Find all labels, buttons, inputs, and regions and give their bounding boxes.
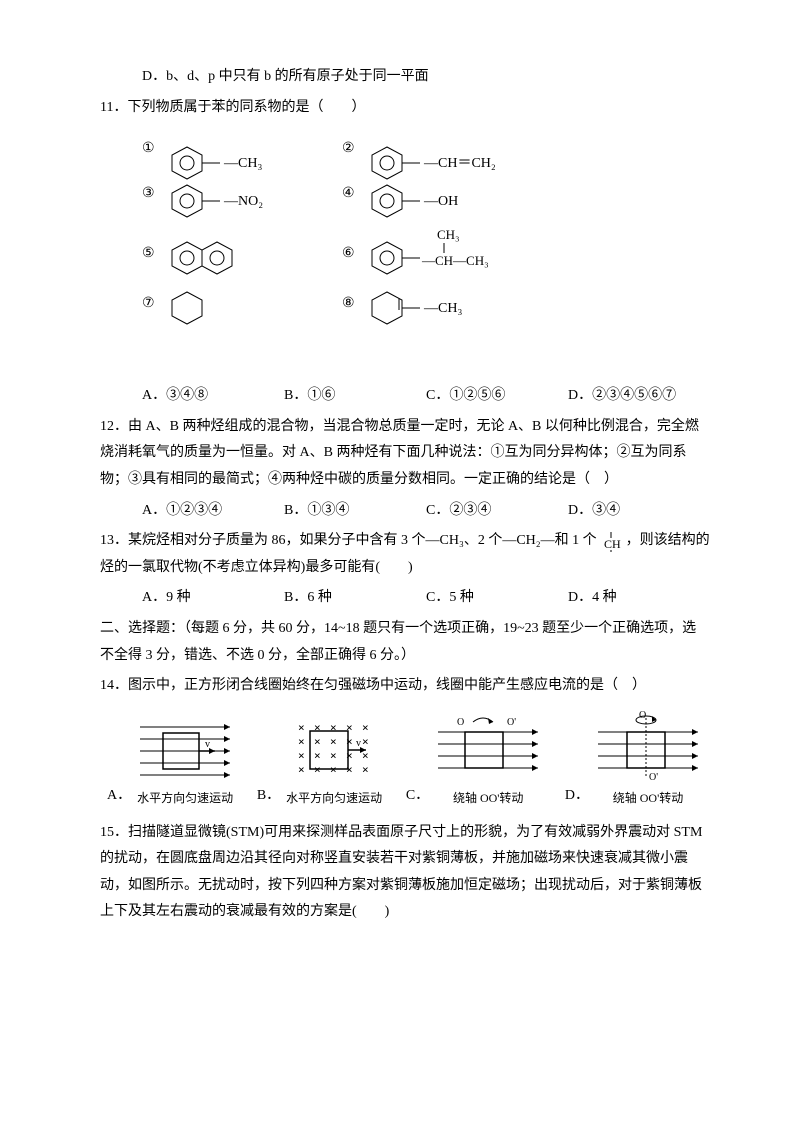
q14-label-b: B． bbox=[257, 783, 280, 810]
q11-sub1: —CH₃ bbox=[223, 156, 262, 171]
svg-text:×: × bbox=[346, 735, 353, 748]
svg-text:O: O bbox=[457, 717, 464, 728]
svg-text:O': O' bbox=[507, 717, 516, 728]
q14-label-d: D． bbox=[565, 783, 589, 810]
q11-structures: ① —CH₃ ② —CH＝CH₂ ③ —NO₂ bbox=[142, 127, 710, 377]
svg-text:×: × bbox=[314, 721, 321, 734]
svg-text:④: ④ bbox=[342, 186, 355, 201]
svg-text:×: × bbox=[298, 721, 305, 734]
q14-stem: 14．图示中，正方形闭合线圈始终在匀强磁场中运动，线圈中能产生感应电流的是（ ） bbox=[100, 673, 710, 700]
q14-fig-c: O O' 绕轴 OO'转动 bbox=[433, 710, 543, 810]
q11-sub6-top: CH₃ bbox=[437, 227, 460, 242]
q12-stem: 12．由 A、B 两种烃组成的混合物，当混合物总质量一定时，无论 A、B 以何种… bbox=[100, 414, 710, 494]
svg-text:×: × bbox=[298, 763, 305, 776]
q14-fig-a: v 水平方向匀速运动 bbox=[135, 715, 235, 810]
q14-caption-b: 水平方向匀速运动 bbox=[286, 787, 382, 810]
svg-text:v: v bbox=[205, 739, 210, 750]
q11-opt-b: B．①⑥ bbox=[284, 383, 426, 410]
q11-sub2: —CH＝CH₂ bbox=[423, 156, 496, 171]
svg-text:⑤: ⑤ bbox=[142, 246, 155, 261]
ch-fragment-icon: CH bbox=[600, 530, 622, 552]
svg-text:×: × bbox=[314, 749, 321, 762]
svg-text:⑦: ⑦ bbox=[142, 296, 155, 311]
q11-opt-c: C．①②⑤⑥ bbox=[426, 383, 568, 410]
q13-opt-b: B．6 种 bbox=[284, 585, 426, 612]
q11-sub6-side: —CH—CH₃ bbox=[421, 253, 489, 268]
q12-opt-c: C．②③④ bbox=[426, 498, 568, 525]
q14-figures: A． v 水平方向匀速运动 B． bbox=[100, 710, 710, 810]
q13-stem-a: 13．某烷烃相对分子质量为 86，如果分子中含有 3 个—CH₃、2 个—CH₂… bbox=[100, 533, 597, 548]
q12-opt-b: B．①③④ bbox=[284, 498, 426, 525]
q14-caption-a: 水平方向匀速运动 bbox=[137, 787, 233, 810]
section2-heading: 二、选择题：（每题 6 分，共 60 分，14~18 题只有一个选项正确，19~… bbox=[100, 616, 710, 669]
q11-sub8: —CH₃ bbox=[423, 301, 462, 316]
q11-options: A．③④⑧ B．①⑥ C．①②⑤⑥ D．②③④⑤⑥⑦ bbox=[100, 383, 710, 410]
q11-sub3: —NO₂ bbox=[223, 194, 263, 209]
svg-text:③: ③ bbox=[142, 186, 155, 201]
svg-text:×: × bbox=[298, 749, 305, 762]
q14-fig-d: O O' 绕轴 OO'转动 bbox=[593, 710, 703, 810]
q12-opt-a: A．①②③④ bbox=[142, 498, 284, 525]
svg-text:O': O' bbox=[649, 772, 658, 783]
svg-text:×: × bbox=[346, 749, 353, 762]
q13-stem: 13．某烷烃相对分子质量为 86，如果分子中含有 3 个—CH₃、2 个—CH₂… bbox=[100, 528, 710, 581]
svg-text:×: × bbox=[330, 721, 337, 734]
svg-text:②: ② bbox=[342, 141, 355, 156]
svg-text:×: × bbox=[330, 735, 337, 748]
svg-text:v: v bbox=[356, 738, 361, 749]
q11-opt-a: A．③④⑧ bbox=[142, 383, 284, 410]
svg-text:①: ① bbox=[142, 141, 155, 156]
q10-option-d: D．b、d、p 中只有 b 的所有原子处于同一平面 bbox=[100, 64, 710, 91]
q13-opt-a: A．9 种 bbox=[142, 585, 284, 612]
svg-text:×: × bbox=[330, 749, 337, 762]
q11-sub4: —OH bbox=[423, 194, 458, 209]
svg-text:×: × bbox=[314, 735, 321, 748]
q12-opt-d: D．③④ bbox=[568, 498, 710, 525]
svg-text:⑧: ⑧ bbox=[342, 296, 355, 311]
svg-text:CH: CH bbox=[604, 537, 621, 551]
svg-text:×: × bbox=[362, 721, 369, 734]
svg-text:⑥: ⑥ bbox=[342, 246, 355, 261]
q11-opt-d: D．②③④⑤⑥⑦ bbox=[568, 383, 710, 410]
q14-caption-d: 绕轴 OO'转动 bbox=[613, 787, 684, 810]
q13-options: A．9 种 B．6 种 C．5 种 D．4 种 bbox=[100, 585, 710, 612]
q15-stem: 15．扫描隧道显微镜(STM)可用来探测样品表面原子尺寸上的形貌，为了有效减弱外… bbox=[100, 820, 710, 926]
svg-text:O: O bbox=[639, 710, 646, 721]
q13-opt-d: D．4 种 bbox=[568, 585, 710, 612]
svg-text:×: × bbox=[362, 763, 369, 776]
q14-fig-b: ××××× ××××× ××××× ××××× v 水平方向匀速运动 bbox=[284, 715, 384, 810]
q13-opt-c: C．5 种 bbox=[426, 585, 568, 612]
q12-options: A．①②③④ B．①③④ C．②③④ D．③④ bbox=[100, 498, 710, 525]
q14-caption-c: 绕轴 OO'转动 bbox=[453, 787, 524, 810]
svg-text:×: × bbox=[346, 721, 353, 734]
q11-stem: 11．下列物质属于苯的同系物的是（ ） bbox=[100, 95, 710, 122]
svg-text:×: × bbox=[298, 735, 305, 748]
svg-text:×: × bbox=[362, 735, 369, 748]
q14-label-a: A． bbox=[107, 783, 131, 810]
q14-label-c: C． bbox=[406, 783, 429, 810]
